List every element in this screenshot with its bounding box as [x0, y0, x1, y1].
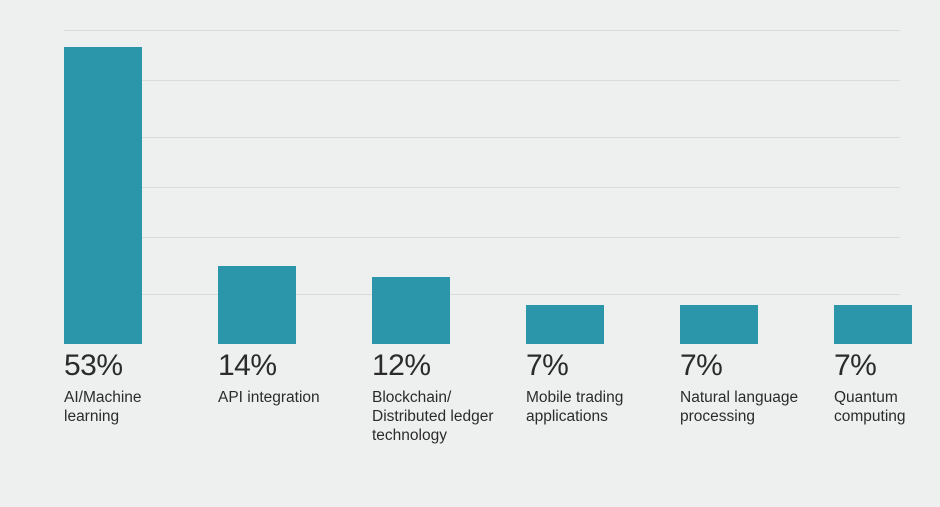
bars-container: [64, 30, 900, 344]
bar: [372, 277, 450, 344]
label-column: 7% Mobile trading applications: [526, 350, 656, 426]
value-label: 12%: [372, 350, 502, 382]
bar: [834, 305, 912, 344]
label-column: 7% Quantum computing: [834, 350, 940, 426]
category-label: Natural language processing: [680, 388, 810, 427]
bar: [680, 305, 758, 344]
category-label: Blockchain/ Distributed ledger technolog…: [372, 388, 502, 446]
label-column: 12% Blockchain/ Distributed ledger techno…: [372, 350, 502, 446]
bar: [64, 47, 142, 344]
category-label: Mobile trading applications: [526, 388, 656, 427]
value-label: 7%: [526, 350, 656, 382]
category-label: Quantum computing: [834, 388, 940, 427]
bar: [526, 305, 604, 344]
bar: [218, 266, 296, 345]
value-label: 53%: [64, 350, 194, 382]
label-column: 14% API integration: [218, 350, 348, 407]
category-label: AI/Machine learning: [64, 388, 194, 427]
label-column: 7% Natural language processing: [680, 350, 810, 426]
value-label: 14%: [218, 350, 348, 382]
bar-chart: 53% AI/Machine learning 14% API integration…: [0, 0, 940, 507]
value-label: 7%: [834, 350, 940, 382]
value-label: 7%: [680, 350, 810, 382]
plot-area: [64, 30, 900, 344]
label-column: 53% AI/Machine learning: [64, 350, 194, 426]
category-label: API integration: [218, 388, 348, 407]
